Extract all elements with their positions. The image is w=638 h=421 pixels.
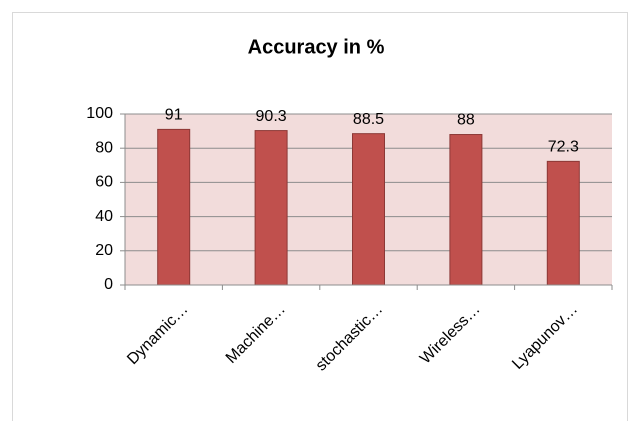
x-tick-label: stochastic… [313,301,387,375]
data-label: 90.3 [256,108,287,125]
y-tick-label: 80 [95,139,113,156]
bar [352,133,385,286]
data-label: 91 [165,107,183,124]
bar [449,134,483,286]
data-label: 72.3 [548,139,579,156]
x-tick-label: Machine… [223,301,289,367]
chart-border [12,12,628,421]
y-tick-label: 20 [95,242,113,259]
y-tick-label: 60 [95,174,113,191]
data-label: 88.5 [353,111,384,128]
bar [546,160,580,286]
y-tick-label: 100 [86,105,113,122]
y-tick-label: 40 [95,208,113,225]
chart-title: Accuracy in % [248,36,385,58]
x-tick-label: Wireless… [417,301,484,368]
x-tick-label: Lyapunov… [509,301,581,373]
bar [157,128,191,286]
data-label: 88 [457,112,475,129]
y-tick-label: 0 [104,276,113,293]
x-tick-label: Dynamic… [124,301,191,368]
bar [254,130,288,286]
